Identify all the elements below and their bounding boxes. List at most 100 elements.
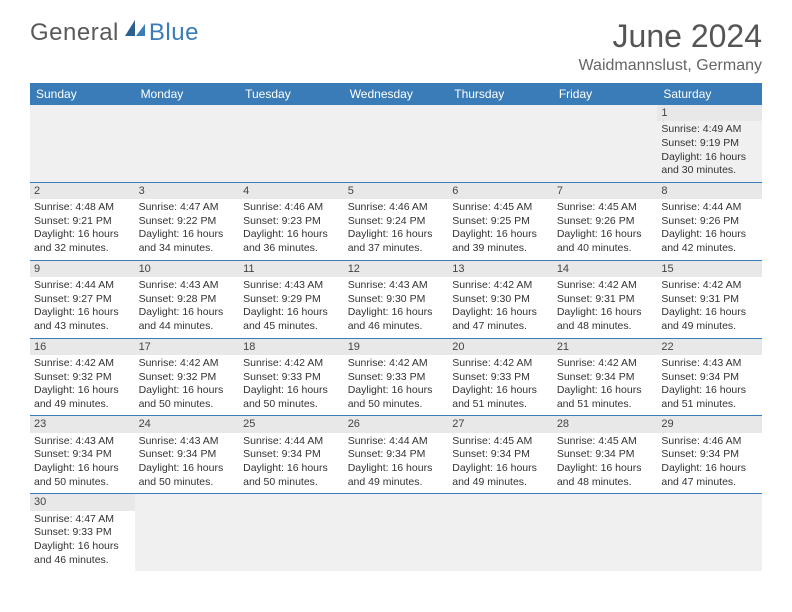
sunrise-line: Sunrise: 4:48 AM [34,201,131,215]
month-title: June 2024 [579,18,762,55]
daylight-line: Daylight: 16 hours and 51 minutes. [557,384,654,411]
calendar-cell: 15 Sunrise: 4:42 AMSunset: 9:31 PMDayligh… [657,260,762,338]
day-number: 23 [30,416,135,432]
calendar-cell: 18Sunrise: 4:42 AMSunset: 9:33 PMDayligh… [239,338,344,416]
day-number: 18 [239,339,344,355]
sunrise-line: Sunrise: 4:45 AM [452,435,549,449]
weekday-header: Sunday [30,83,135,105]
day-number: 6 [448,183,553,199]
day-number: 12 [344,261,449,277]
day-number: 14 [553,261,658,277]
daylight-line: Daylight: 16 hours and 46 minutes. [34,540,131,567]
weekday-header: Monday [135,83,240,105]
day-number: 2 [30,183,135,199]
title-block: June 2024 Waidmannslust, Germany [579,18,762,75]
day-number: 5 [344,183,449,199]
calendar-cell: 2Sunrise: 4:48 AMSunset: 9:21 PMDaylight… [30,182,135,260]
sunset-line: Sunset: 9:29 PM [243,293,340,307]
header: General Blue June 2024 Waidmannslust, Ge… [30,18,762,75]
calendar-cell-empty [344,105,449,182]
sunrise-line: Sunrise: 4:44 AM [661,201,758,215]
sunrise-line: Sunrise: 4:43 AM [34,435,131,449]
sunset-line: Sunset: 9:26 PM [557,215,654,229]
sunrise-line: Sunrise: 4:47 AM [34,513,131,527]
sunset-line: Sunset: 9:30 PM [348,293,445,307]
daylight-line: Daylight: 16 hours and 34 minutes. [139,228,236,255]
sunrise-line: Sunrise: 4:46 AM [243,201,340,215]
calendar-row: 1Sunrise: 4:49 AMSunset: 9:19 PMDaylight… [30,105,762,182]
sunrise-line: Sunrise: 4:43 AM [661,357,758,371]
calendar-cell-empty [448,105,553,182]
daylight-line: Daylight: 16 hours and 51 minutes. [661,384,758,411]
sunset-line: Sunset: 9:34 PM [452,448,549,462]
location: Waidmannslust, Germany [579,57,762,75]
daylight-line: Daylight: 16 hours and 50 minutes. [139,462,236,489]
calendar-cell: 8Sunrise: 4:44 AMSunset: 9:26 PMDaylight… [657,182,762,260]
calendar-cell: 14Sunrise: 4:42 AMSunset: 9:31 PMDayligh… [553,260,658,338]
calendar-cell: 12Sunrise: 4:43 AMSunset: 9:30 PMDayligh… [344,260,449,338]
sunset-line: Sunset: 9:28 PM [139,293,236,307]
daylight-line: Daylight: 16 hours and 45 minutes. [243,306,340,333]
sunrise-line: Sunrise: 4:42 AM [557,279,654,293]
sunset-line: Sunset: 9:26 PM [661,215,758,229]
calendar-cell: 19Sunrise: 4:42 AMSunset: 9:33 PMDayligh… [344,338,449,416]
sunrise-line: Sunrise: 4:45 AM [557,201,654,215]
sunset-line: Sunset: 9:19 PM [661,137,758,151]
weekday-header: Friday [553,83,658,105]
daylight-line: Daylight: 16 hours and 43 minutes. [34,306,131,333]
day-number: 13 [448,261,553,277]
sunrise-line: Sunrise: 4:42 AM [661,279,758,293]
sunset-line: Sunset: 9:34 PM [557,448,654,462]
sunrise-line: Sunrise: 4:44 AM [243,435,340,449]
calendar-cell: 10Sunrise: 4:43 AMSunset: 9:28 PMDayligh… [135,260,240,338]
sunset-line: Sunset: 9:31 PM [661,293,758,307]
day-number: 15 [657,261,762,277]
daylight-line: Daylight: 16 hours and 50 minutes. [243,384,340,411]
calendar-cell: 13Sunrise: 4:42 AMSunset: 9:30 PMDayligh… [448,260,553,338]
daylight-line: Daylight: 16 hours and 49 minutes. [661,306,758,333]
day-number: 7 [553,183,658,199]
daylight-line: Daylight: 16 hours and 39 minutes. [452,228,549,255]
sunset-line: Sunset: 9:33 PM [243,371,340,385]
calendar-cell-empty [30,105,135,182]
day-number: 30 [30,494,135,510]
calendar-cell: 25Sunrise: 4:44 AMSunset: 9:34 PMDayligh… [239,416,344,494]
sunrise-line: Sunrise: 4:43 AM [139,435,236,449]
day-number: 4 [239,183,344,199]
sunset-line: Sunset: 9:33 PM [34,526,131,540]
sunrise-line: Sunrise: 4:46 AM [661,435,758,449]
sunrise-line: Sunrise: 4:42 AM [348,357,445,371]
calendar-row: 2Sunrise: 4:48 AMSunset: 9:21 PMDaylight… [30,182,762,260]
sunset-line: Sunset: 9:34 PM [661,371,758,385]
sunset-line: Sunset: 9:33 PM [348,371,445,385]
sunrise-line: Sunrise: 4:47 AM [139,201,236,215]
calendar-row: 9Sunrise: 4:44 AMSunset: 9:27 PMDaylight… [30,260,762,338]
daylight-line: Daylight: 16 hours and 37 minutes. [348,228,445,255]
calendar-cell: 29Sunrise: 4:46 AMSunset: 9:34 PMDayligh… [657,416,762,494]
daylight-line: Daylight: 16 hours and 49 minutes. [348,462,445,489]
sunset-line: Sunset: 9:33 PM [452,371,549,385]
calendar-cell: 5Sunrise: 4:46 AMSunset: 9:24 PMDaylight… [344,182,449,260]
daylight-line: Daylight: 16 hours and 49 minutes. [452,462,549,489]
daylight-line: Daylight: 16 hours and 32 minutes. [34,228,131,255]
sunrise-line: Sunrise: 4:43 AM [348,279,445,293]
day-number: 22 [657,339,762,355]
daylight-line: Daylight: 16 hours and 50 minutes. [243,462,340,489]
sunset-line: Sunset: 9:34 PM [243,448,340,462]
weekday-header: Tuesday [239,83,344,105]
weekday-header: Thursday [448,83,553,105]
daylight-line: Daylight: 16 hours and 40 minutes. [557,228,654,255]
sunrise-line: Sunrise: 4:42 AM [34,357,131,371]
weekday-header: Saturday [657,83,762,105]
calendar-cell: 20Sunrise: 4:42 AMSunset: 9:33 PMDayligh… [448,338,553,416]
daylight-line: Daylight: 16 hours and 44 minutes. [139,306,236,333]
sunset-line: Sunset: 9:25 PM [452,215,549,229]
sunrise-line: Sunrise: 4:42 AM [557,357,654,371]
calendar-row: 16Sunrise: 4:42 AMSunset: 9:32 PMDayligh… [30,338,762,416]
day-number: 3 [135,183,240,199]
sunset-line: Sunset: 9:27 PM [34,293,131,307]
calendar-row: 23Sunrise: 4:43 AMSunset: 9:34 PMDayligh… [30,416,762,494]
logo: General Blue [30,18,199,47]
sunset-line: Sunset: 9:32 PM [139,371,236,385]
day-number: 26 [344,416,449,432]
